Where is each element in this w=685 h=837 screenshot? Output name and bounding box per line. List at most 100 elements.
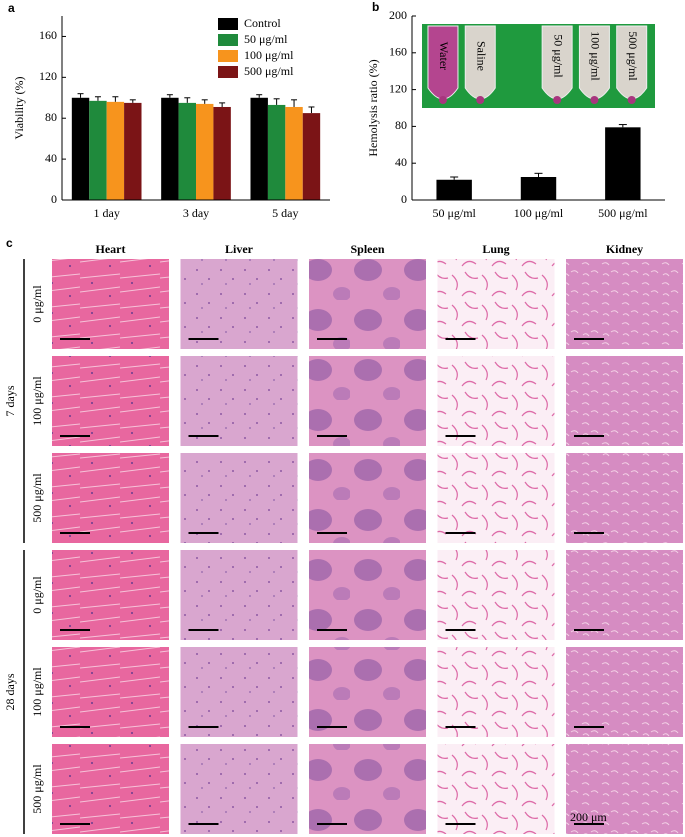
inset-label: 50 μg/ml <box>551 34 565 78</box>
panel-label: c <box>6 236 13 250</box>
legend-swatch <box>218 18 238 30</box>
bar <box>106 101 125 200</box>
bar <box>520 177 557 200</box>
histology-image <box>566 453 683 543</box>
histology-image <box>180 356 298 446</box>
histology-image <box>180 259 298 349</box>
panel-label: b <box>372 0 379 14</box>
column-label: Heart <box>96 242 126 256</box>
y-tick-label: 40 <box>45 151 57 165</box>
y-tick-label: 80 <box>395 118 407 132</box>
y-axis-title: Viability (%) <box>12 77 26 140</box>
bar <box>302 113 321 200</box>
tube-pellet <box>627 96 636 104</box>
legend-label: 50 μg/ml <box>244 32 288 46</box>
bar <box>267 104 286 200</box>
tube-pellet <box>438 96 447 104</box>
histology-image <box>52 356 169 446</box>
histology-image <box>437 647 555 737</box>
bar <box>605 127 641 200</box>
x-tick-label: 100 μg/ml <box>514 206 564 220</box>
histology-image <box>52 550 169 640</box>
column-label: Spleen <box>350 242 384 256</box>
bar <box>89 100 107 200</box>
y-tick-label: 160 <box>389 45 407 59</box>
bar <box>196 103 214 200</box>
y-tick-label: 200 <box>389 8 407 22</box>
bar <box>250 97 268 200</box>
inset-photo <box>422 24 655 108</box>
group-label: 7 days <box>3 385 17 416</box>
bar <box>71 97 90 200</box>
inset-label: Saline <box>475 41 489 71</box>
histology-image <box>309 259 426 349</box>
x-tick-label: 50 μg/ml <box>432 206 476 220</box>
histology-image <box>566 647 683 737</box>
bar <box>161 97 179 200</box>
histology-image <box>52 453 169 543</box>
legend-label: 500 μg/ml <box>244 64 294 78</box>
x-tick-label: 1 day <box>94 206 120 220</box>
histology-image <box>437 356 555 446</box>
histology-image <box>52 259 169 349</box>
y-tick-label: 0 <box>51 192 57 206</box>
row-label: 500 μg/ml <box>30 473 44 523</box>
histology-image <box>566 744 683 834</box>
y-tick-label: 0 <box>401 192 407 206</box>
legend-label: Control <box>244 16 281 30</box>
histology-image <box>180 453 298 543</box>
histology-image <box>566 550 683 640</box>
inset-label: 100 μg/ml <box>589 31 603 81</box>
y-tick-label: 120 <box>39 69 57 83</box>
tube-pellet <box>476 96 485 104</box>
histology-image <box>180 647 298 737</box>
column-label: Lung <box>482 242 509 256</box>
histology-image <box>566 356 683 446</box>
histology-image <box>52 647 169 737</box>
legend-swatch <box>218 34 238 46</box>
panel-label: a <box>8 1 15 15</box>
x-tick-label: 500 μg/ml <box>598 206 648 220</box>
legend-swatch <box>218 66 238 78</box>
histology-image <box>180 550 298 640</box>
bar <box>285 106 303 200</box>
histology-image <box>180 744 298 834</box>
bar <box>213 106 231 200</box>
inset-label: Water <box>437 42 451 70</box>
bar <box>436 179 472 200</box>
x-tick-label: 3 day <box>183 206 209 220</box>
row-label: 500 μg/ml <box>30 764 44 814</box>
histology-image <box>437 453 555 543</box>
histology-image <box>309 356 426 446</box>
legend-swatch <box>218 50 238 62</box>
row-label: 100 μg/ml <box>30 667 44 717</box>
x-tick-label: 5 day <box>272 206 298 220</box>
histology-image <box>566 259 683 349</box>
histology-image <box>309 453 426 543</box>
group-label: 28 days <box>3 673 17 710</box>
tube-pellet <box>553 96 562 104</box>
row-label: 100 μg/ml <box>30 376 44 426</box>
y-axis-title: Hemolysis ratio (%) <box>366 59 380 156</box>
row-label: 0 μg/ml <box>30 285 44 323</box>
bar <box>124 102 142 200</box>
scale-bar-label: 200 μm <box>570 810 607 824</box>
histology-image <box>437 259 555 349</box>
bar <box>178 102 196 200</box>
y-tick-label: 160 <box>39 28 57 42</box>
y-tick-label: 120 <box>389 81 407 95</box>
y-tick-label: 40 <box>395 155 407 169</box>
histology-image <box>52 744 169 834</box>
histology-image <box>437 744 555 834</box>
inset-label: 500 μg/ml <box>626 31 640 81</box>
y-tick-label: 80 <box>45 110 57 124</box>
legend-label: 100 μg/ml <box>244 48 294 62</box>
histology-image <box>309 647 426 737</box>
histology-image <box>309 744 426 834</box>
column-label: Kidney <box>606 242 643 256</box>
histology-image <box>437 550 555 640</box>
tube-pellet <box>590 96 599 104</box>
histology-image <box>309 550 426 640</box>
row-label: 0 μg/ml <box>30 576 44 614</box>
